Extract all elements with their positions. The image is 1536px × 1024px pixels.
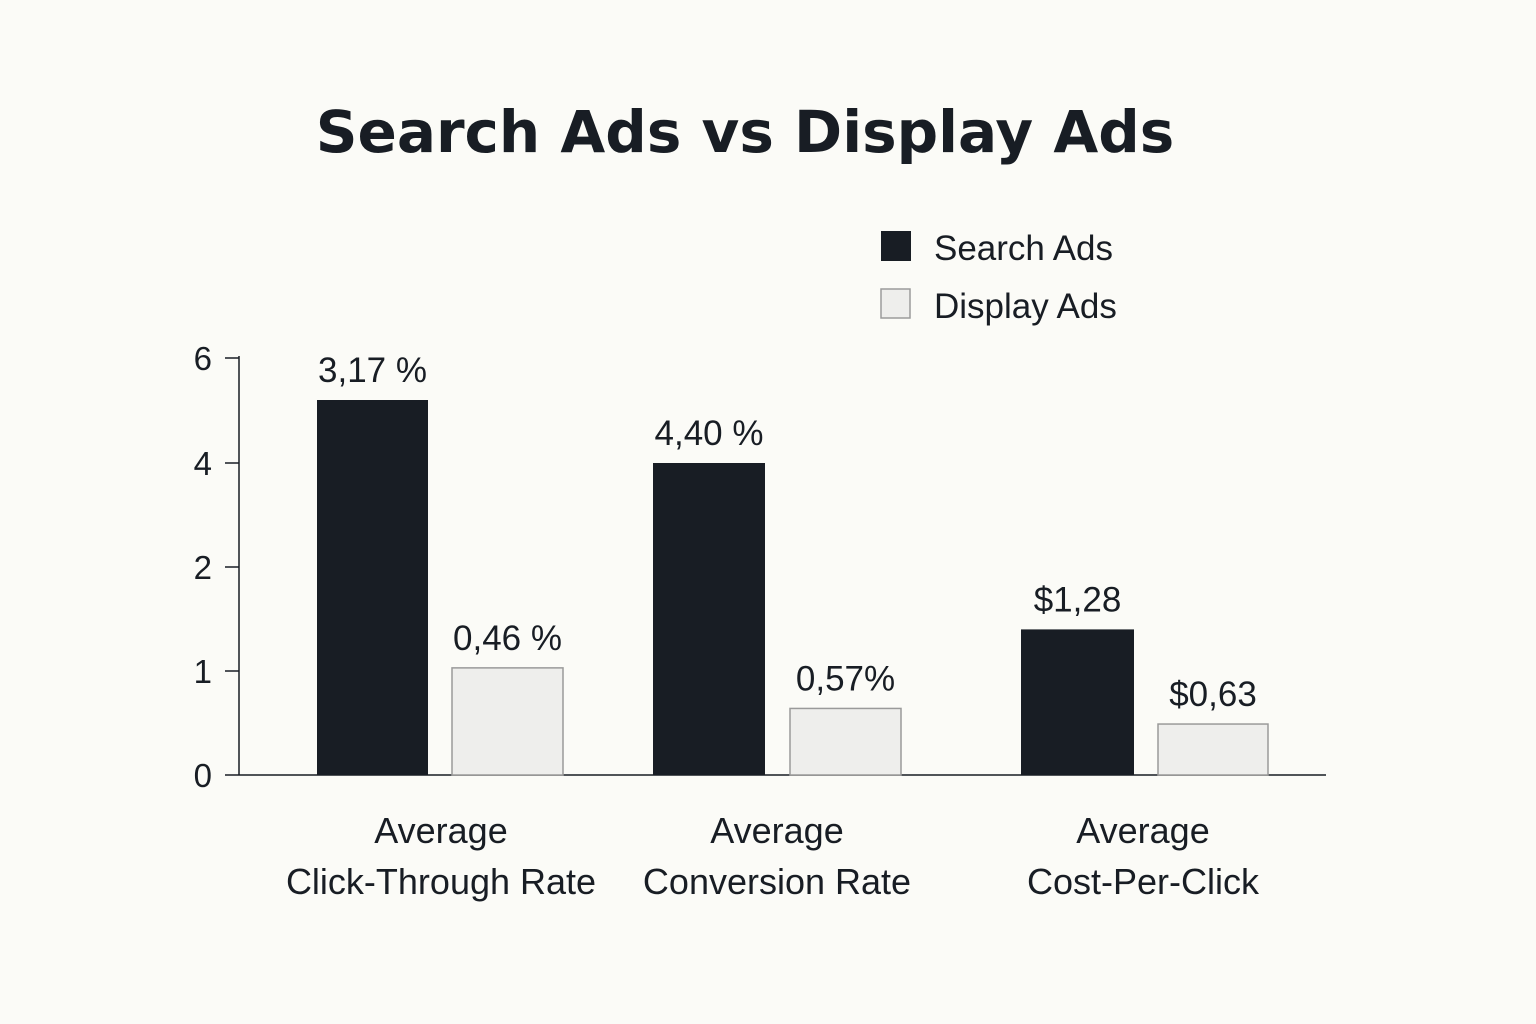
y-tick-label: 0 <box>194 757 212 794</box>
legend-swatch-search-ads <box>881 231 911 261</box>
category-labels: Average Click-Through Rate Average Conversi… <box>286 810 1260 902</box>
value-label-search-2: $1,28 <box>1034 580 1122 619</box>
category-label-0-line-0: Average <box>374 810 507 851</box>
bar-search-2 <box>1021 629 1134 775</box>
y-tick-label: 6 <box>194 340 212 377</box>
value-label-display-1: 0,57% <box>796 659 895 698</box>
category-label-1-line-1: Conversion Rate <box>643 861 911 902</box>
bars <box>317 400 1269 776</box>
value-label-display-0: 0,46 % <box>453 619 562 658</box>
y-tick-label: 2 <box>194 549 212 586</box>
legend-label-display-ads: Display Ads <box>934 287 1117 326</box>
bar-display-0 <box>451 667 564 776</box>
bar-display-2 <box>1157 723 1269 776</box>
value-label-display-2: $0,63 <box>1169 675 1257 714</box>
bar-search-1 <box>653 463 765 775</box>
value-labels: 3,17 % 4,40 % $1,28 0,46 % 0,57% $0,63 <box>318 351 1257 714</box>
value-label-search-1: 4,40 % <box>655 414 764 453</box>
category-label-2-line-1: Cost-Per-Click <box>1027 861 1260 902</box>
category-label-1-line-0: Average <box>710 810 843 851</box>
legend: Search Ads Display Ads <box>880 229 1117 326</box>
chart-title: Search Ads vs Display Ads <box>316 98 1175 166</box>
y-tick-label: 4 <box>194 445 212 482</box>
bar-display-1 <box>789 707 902 776</box>
bar-search-0 <box>317 400 428 775</box>
y-tick-label: 1 <box>194 653 212 690</box>
category-label-0-line-1: Click-Through Rate <box>286 861 596 902</box>
legend-label-search-ads: Search Ads <box>934 229 1113 268</box>
value-label-search-0: 3,17 % <box>318 351 427 390</box>
category-label-2-line-0: Average <box>1076 810 1209 851</box>
legend-swatch-display-ads <box>880 288 911 319</box>
